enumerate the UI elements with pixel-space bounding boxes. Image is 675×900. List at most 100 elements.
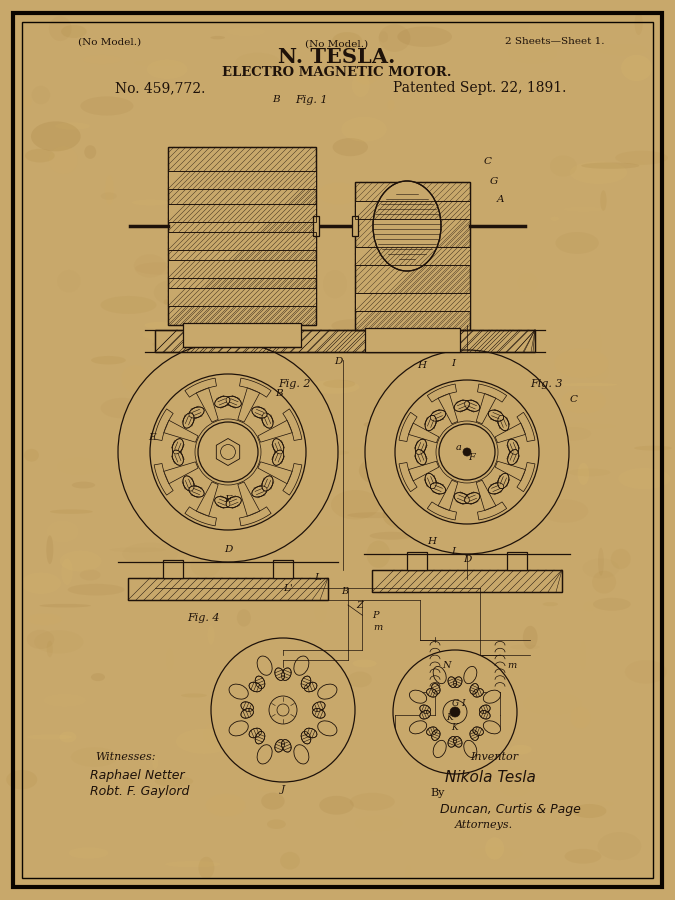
Ellipse shape — [448, 677, 456, 688]
Ellipse shape — [121, 365, 149, 392]
Ellipse shape — [470, 730, 479, 741]
Polygon shape — [477, 384, 507, 402]
Ellipse shape — [500, 469, 560, 482]
Ellipse shape — [431, 730, 440, 741]
Bar — [355, 247, 470, 265]
Ellipse shape — [237, 609, 251, 626]
Bar — [407, 552, 427, 570]
Ellipse shape — [152, 342, 162, 346]
Ellipse shape — [273, 438, 284, 454]
Polygon shape — [477, 393, 496, 424]
Ellipse shape — [27, 734, 73, 740]
Ellipse shape — [561, 389, 606, 414]
Polygon shape — [517, 463, 535, 491]
Ellipse shape — [80, 96, 134, 115]
Polygon shape — [196, 482, 218, 517]
Ellipse shape — [621, 55, 652, 81]
Ellipse shape — [479, 710, 490, 719]
Text: Fig. 1: Fig. 1 — [295, 95, 327, 105]
Ellipse shape — [300, 694, 325, 711]
Ellipse shape — [47, 641, 53, 657]
Ellipse shape — [294, 744, 309, 764]
Ellipse shape — [84, 145, 97, 159]
Ellipse shape — [433, 666, 446, 684]
Ellipse shape — [286, 376, 311, 390]
Ellipse shape — [550, 217, 559, 220]
Ellipse shape — [257, 656, 272, 675]
Ellipse shape — [55, 122, 90, 130]
Ellipse shape — [183, 413, 194, 428]
Ellipse shape — [318, 183, 359, 204]
Ellipse shape — [598, 547, 604, 576]
Ellipse shape — [294, 656, 309, 675]
Bar — [168, 171, 316, 189]
Ellipse shape — [31, 122, 80, 151]
Ellipse shape — [21, 572, 61, 594]
Ellipse shape — [154, 506, 175, 526]
Ellipse shape — [472, 688, 483, 698]
Ellipse shape — [249, 728, 261, 738]
Text: D: D — [224, 545, 232, 554]
Text: Fig. 3: Fig. 3 — [530, 379, 562, 389]
Text: No. 459,772.: No. 459,772. — [115, 81, 205, 95]
Polygon shape — [164, 462, 198, 483]
Text: Z: Z — [356, 600, 363, 609]
Ellipse shape — [91, 673, 105, 681]
Ellipse shape — [321, 454, 331, 459]
Text: N. TESLA.: N. TESLA. — [278, 47, 396, 67]
Ellipse shape — [155, 776, 193, 787]
Ellipse shape — [323, 380, 355, 388]
Ellipse shape — [183, 476, 194, 491]
Ellipse shape — [49, 147, 78, 174]
Ellipse shape — [510, 406, 551, 428]
Ellipse shape — [420, 710, 431, 719]
Bar — [355, 182, 470, 330]
Ellipse shape — [255, 732, 265, 744]
Ellipse shape — [304, 682, 317, 692]
Ellipse shape — [464, 666, 477, 684]
Ellipse shape — [184, 403, 198, 428]
Bar — [352, 216, 358, 236]
Ellipse shape — [464, 400, 480, 411]
Polygon shape — [427, 502, 456, 520]
Ellipse shape — [146, 59, 188, 79]
Ellipse shape — [313, 708, 325, 718]
Polygon shape — [154, 409, 173, 440]
Ellipse shape — [518, 273, 537, 292]
Ellipse shape — [585, 360, 609, 382]
Ellipse shape — [488, 410, 504, 421]
Ellipse shape — [470, 684, 479, 694]
Polygon shape — [517, 412, 535, 442]
Text: C: C — [570, 395, 578, 404]
Ellipse shape — [370, 532, 413, 540]
Ellipse shape — [215, 396, 230, 408]
Polygon shape — [154, 464, 173, 495]
Bar — [168, 204, 316, 222]
Ellipse shape — [281, 740, 291, 752]
Ellipse shape — [252, 486, 267, 497]
Ellipse shape — [172, 450, 184, 465]
Ellipse shape — [355, 816, 402, 831]
Ellipse shape — [261, 793, 285, 810]
Ellipse shape — [570, 161, 627, 184]
Ellipse shape — [257, 744, 272, 764]
Ellipse shape — [379, 24, 410, 52]
Ellipse shape — [25, 148, 55, 163]
Ellipse shape — [618, 468, 670, 490]
Ellipse shape — [68, 847, 109, 859]
Polygon shape — [399, 463, 417, 491]
Ellipse shape — [331, 490, 380, 519]
Bar — [372, 570, 562, 592]
Ellipse shape — [142, 329, 197, 341]
Polygon shape — [438, 481, 458, 510]
Ellipse shape — [181, 693, 207, 698]
Ellipse shape — [221, 168, 246, 173]
Ellipse shape — [275, 668, 284, 680]
Text: P: P — [372, 610, 378, 619]
Bar — [355, 293, 470, 311]
Ellipse shape — [333, 138, 368, 157]
Ellipse shape — [39, 604, 91, 608]
Ellipse shape — [470, 848, 522, 860]
Ellipse shape — [206, 794, 246, 816]
Bar — [163, 560, 183, 578]
